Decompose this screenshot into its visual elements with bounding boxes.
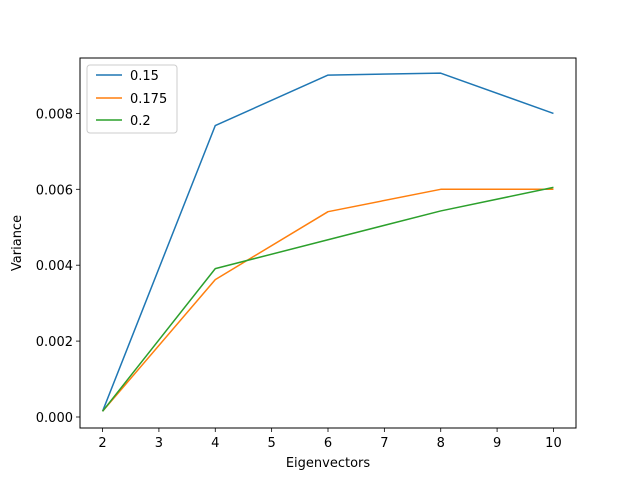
x-tick-label: 8 — [437, 436, 445, 451]
y-tick-label: 0.006 — [36, 183, 73, 198]
legend-label-0.175: 0.175 — [130, 92, 167, 107]
legend-box — [86, 64, 178, 134]
series-line-0.15 — [101, 72, 554, 412]
x-tick-label: 5 — [267, 436, 275, 451]
x-tick-label: 4 — [211, 436, 219, 451]
y-tick-label: 0.000 — [36, 411, 73, 426]
y-tick-label: 0.008 — [36, 107, 73, 122]
series-line-0.175 — [101, 188, 554, 412]
x-tick-label: 10 — [545, 436, 562, 451]
y-tick-label: 0.002 — [36, 335, 73, 350]
x-tick-label: 7 — [380, 436, 388, 451]
x-tick-label: 9 — [493, 436, 501, 451]
y-tick-label: 0.004 — [36, 259, 73, 274]
legend-label-0.15: 0.15 — [130, 69, 159, 84]
y-axis: 0.000 0.002 0.004 0.006 0.008 — [36, 107, 80, 426]
series-lines — [101, 72, 554, 412]
x-tick-label: 3 — [155, 436, 163, 451]
x-tick-label: 2 — [98, 436, 106, 451]
x-axis: 2 3 4 5 6 7 8 9 10 — [98, 428, 562, 451]
x-axis-label: Eigenvectors — [286, 456, 371, 471]
legend: 0.15 0.175 0.2 — [86, 64, 178, 134]
series-line-0.2 — [101, 186, 554, 412]
x-tick-label: 6 — [324, 436, 332, 451]
legend-label-0.2: 0.2 — [130, 114, 151, 129]
y-axis-label: Variance — [10, 215, 25, 271]
